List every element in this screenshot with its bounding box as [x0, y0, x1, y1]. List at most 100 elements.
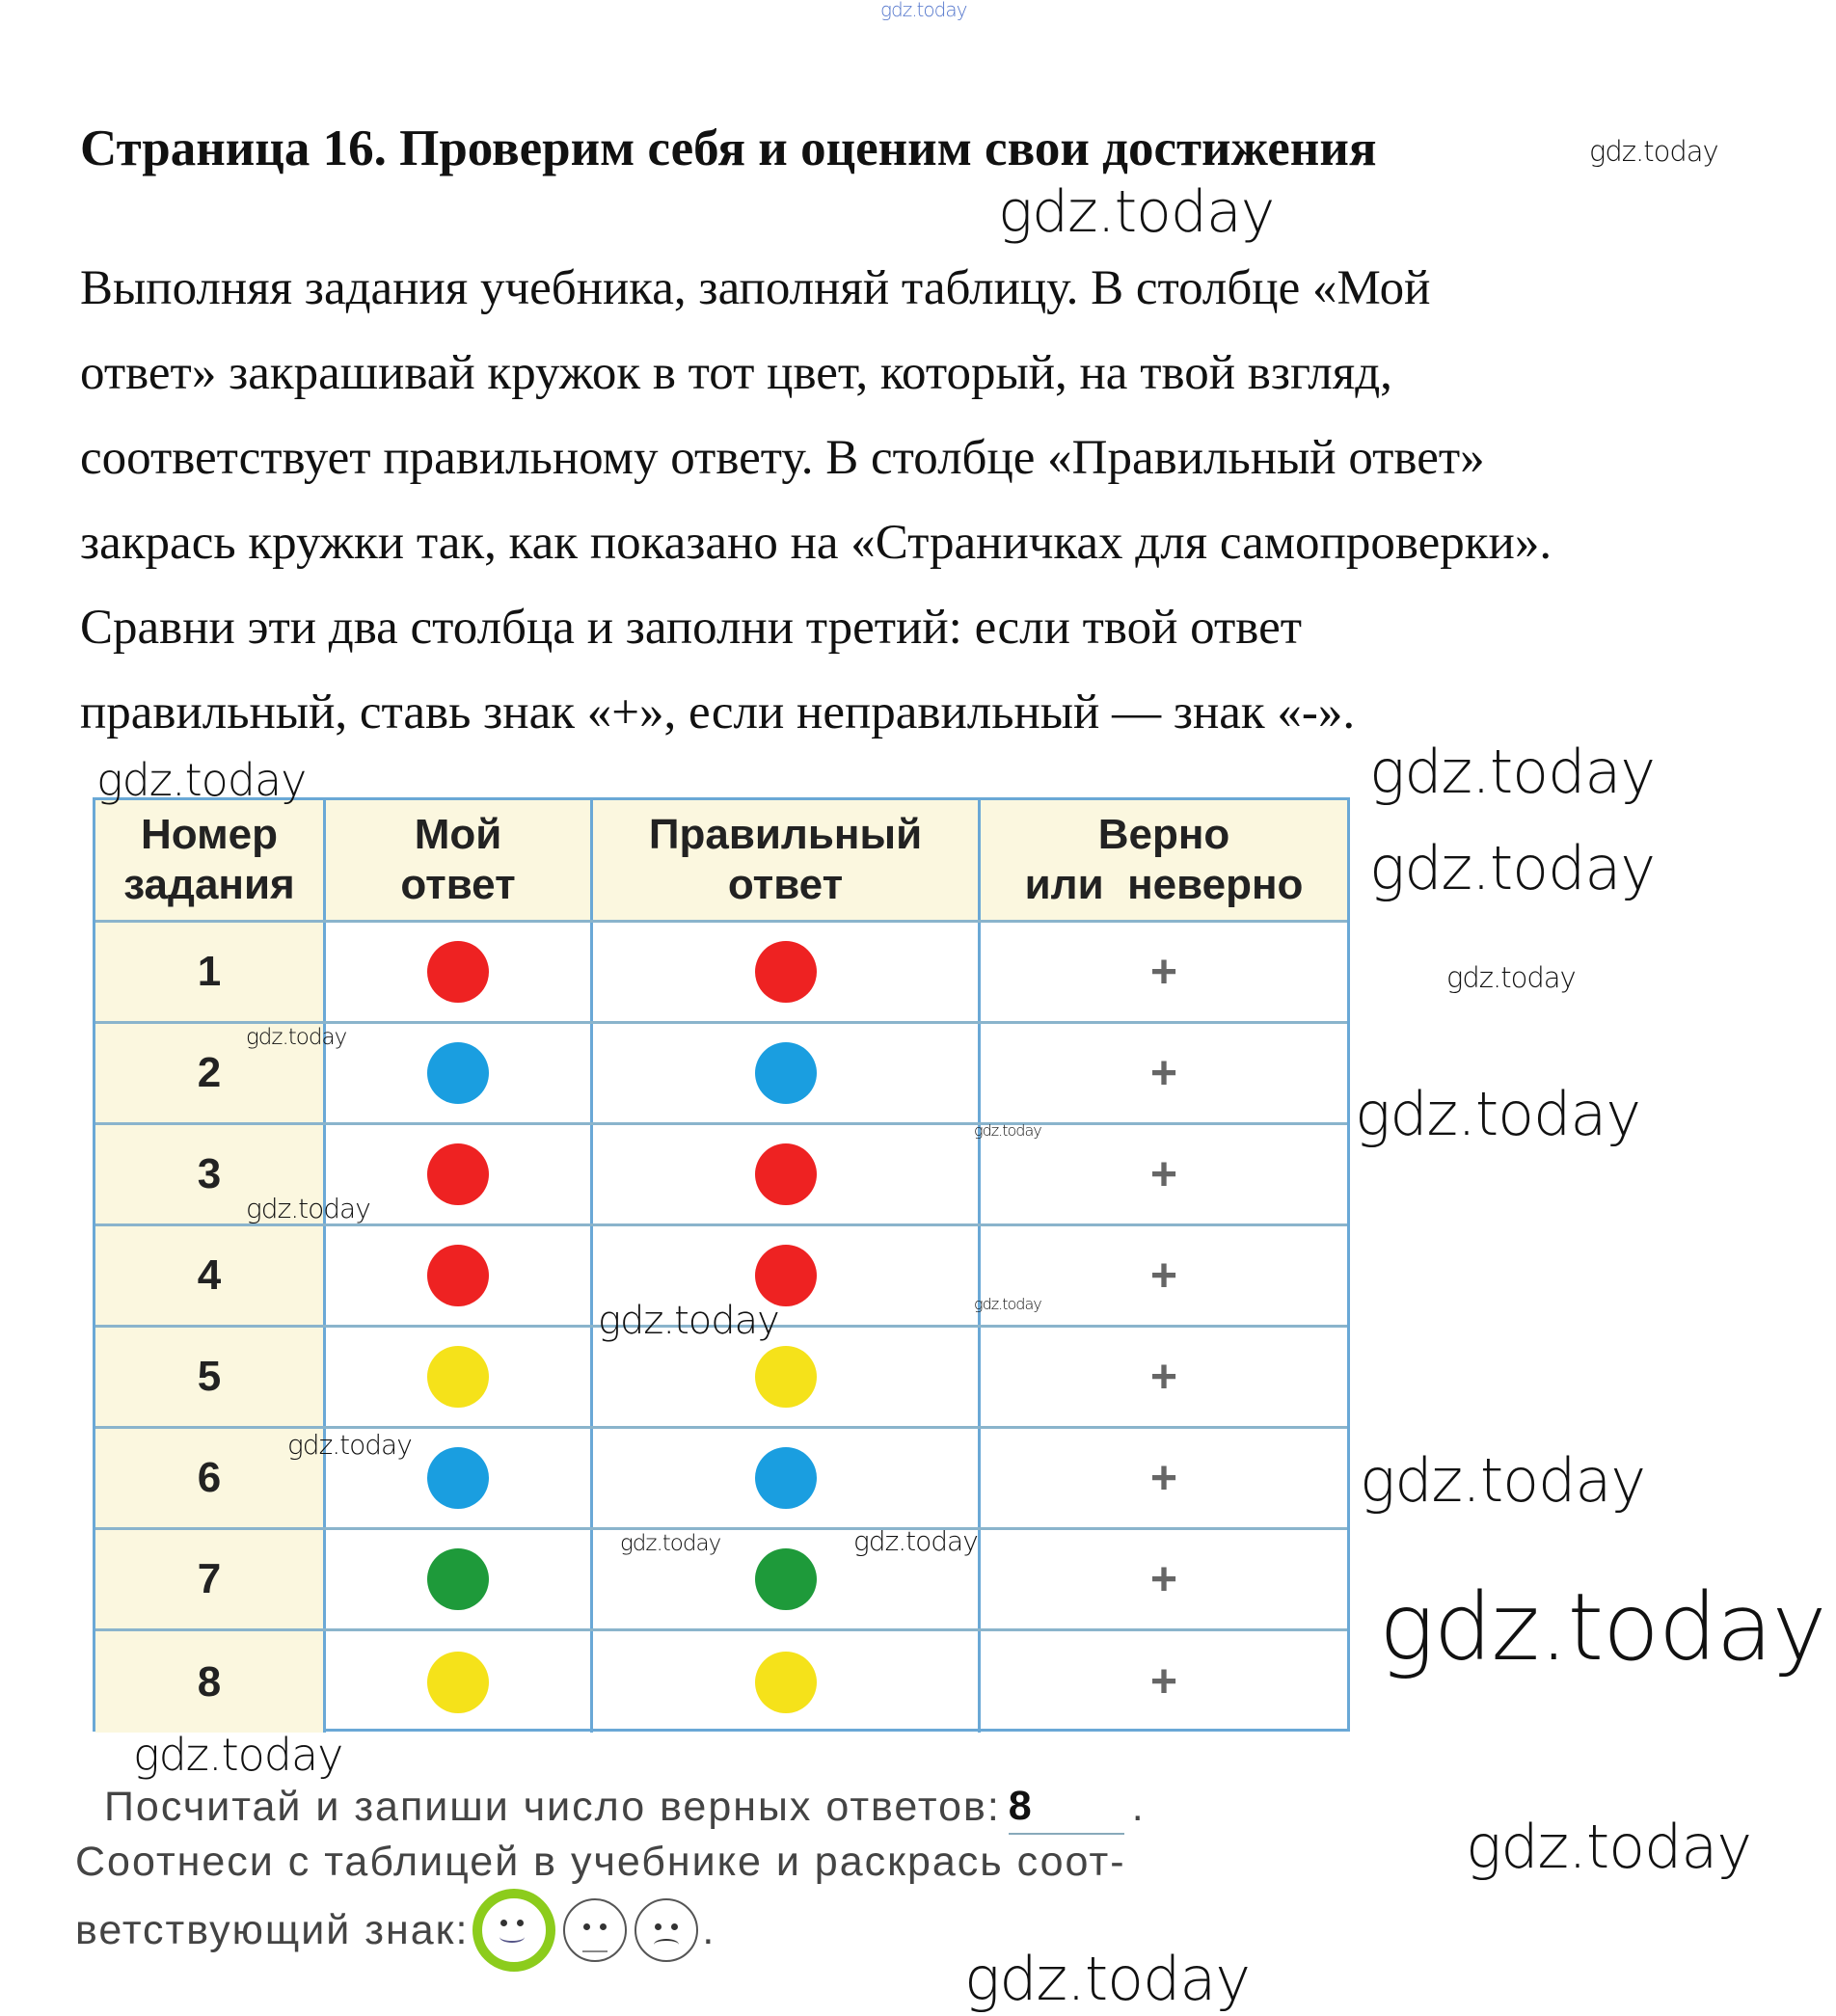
task-number: 1 [197, 948, 222, 995]
sign-prompt: ветствующий знак: [75, 1907, 470, 1953]
column-header: Номер задания [95, 800, 326, 920]
table-row: 5 + [95, 1328, 1347, 1429]
watermark: gdz.today [133, 1729, 343, 1781]
task-number: 7 [197, 1555, 222, 1602]
task-number-cell: 8 [95, 1631, 326, 1733]
task-number-cell: 2 [95, 1024, 326, 1122]
table-row: 7 + [95, 1530, 1347, 1631]
result-cell[interactable]: + [981, 1125, 1347, 1223]
watermark: gdz.today [853, 1525, 979, 1557]
header-row: Номер задания Мой ответ Правильный ответ Ве… [95, 800, 1347, 923]
faces-group [469, 1889, 702, 1972]
task-number: 5 [197, 1353, 222, 1400]
instruction-line: правильный, ставь знак «+», если неправи… [80, 685, 1356, 739]
task-number: 4 [197, 1251, 222, 1299]
correct-answer-circle[interactable] [754, 1346, 817, 1408]
table-row: 2 + [95, 1024, 1347, 1125]
table-row: 8 + [95, 1631, 1347, 1733]
correct-answer-circle[interactable] [754, 1042, 817, 1104]
correct-answer-circle[interactable] [754, 1245, 817, 1306]
result-cell[interactable]: + [981, 923, 1347, 1021]
my-answer-circle[interactable] [427, 1245, 489, 1306]
correct-answer-cell[interactable] [593, 923, 981, 1021]
task-number-cell: 1 [95, 923, 326, 1021]
watermark: gdz.today [1589, 135, 1719, 168]
my-answer-cell[interactable] [326, 1631, 593, 1733]
correct-answer-circle[interactable] [754, 1651, 817, 1713]
my-answer-cell[interactable] [326, 923, 593, 1021]
correct-answer-cell[interactable] [593, 1125, 981, 1223]
result-cell[interactable]: + [981, 1530, 1347, 1628]
sad-icon[interactable] [634, 1898, 699, 1962]
watermark: gdz.today [964, 1944, 1251, 2014]
instruction-line: Сравни эти два столбца и заполни третий:… [80, 601, 1303, 655]
column-header: Правильный ответ [593, 800, 981, 920]
instruction-line: Выполняя задания учебника, заполняй табл… [80, 261, 1431, 315]
table-row: 6 + [95, 1429, 1347, 1530]
watermark: gdz.today [620, 1531, 721, 1556]
correct-answer-cell[interactable] [593, 1328, 981, 1426]
watermark: gdz.today [1379, 1573, 1826, 1681]
correct-answer-cell[interactable] [593, 1530, 981, 1628]
correct-count[interactable]: 8 [1008, 1779, 1124, 1835]
task-number-cell: 3 [95, 1125, 326, 1223]
correct-answer-circle[interactable] [754, 941, 817, 1003]
table-row: 1 + [95, 923, 1347, 1024]
my-answer-circle[interactable] [427, 941, 489, 1003]
column-header: Верно или неверно [981, 800, 1347, 920]
instruction-line: закрась кружки так, как показано на «Стр… [80, 516, 1552, 570]
result-cell[interactable]: + [981, 1226, 1347, 1325]
correct-answer-circle[interactable] [754, 1548, 817, 1610]
my-answer-cell[interactable] [326, 1530, 593, 1628]
watermark: gdz.today [998, 178, 1275, 246]
task-number: 8 [197, 1657, 222, 1706]
watermark: gdz.today [287, 1429, 413, 1461]
task-number: 2 [197, 1049, 222, 1096]
correct-answer-circle[interactable] [754, 1143, 817, 1205]
correct-answer-circle[interactable] [754, 1447, 817, 1509]
result-cell[interactable]: + [981, 1328, 1347, 1426]
result-mark: + [1149, 1148, 1178, 1200]
watermark: gdz.today [1369, 833, 1656, 903]
watermark: gdz.today [974, 1295, 1042, 1313]
watermark: gdz.today [598, 1299, 780, 1343]
my-answer-cell[interactable] [326, 1328, 593, 1426]
watermark: gdz.today [1446, 961, 1577, 994]
my-answer-cell[interactable] [326, 1125, 593, 1223]
correct-answer-cell[interactable] [593, 1226, 981, 1325]
my-answer-circle[interactable] [427, 1651, 489, 1713]
my-answer-circle[interactable] [427, 1447, 489, 1509]
task-number-cell: 7 [95, 1530, 326, 1628]
result-cell[interactable]: + [981, 1024, 1347, 1122]
my-answer-circle[interactable] [427, 1548, 489, 1610]
my-answer-cell[interactable] [326, 1024, 593, 1122]
watermark: gdz.today [246, 1193, 371, 1224]
watermark: gdz.today [1369, 737, 1656, 807]
watermark: gdz.today [1466, 1812, 1752, 1882]
my-answer-circle[interactable] [427, 1042, 489, 1104]
result-cell[interactable]: + [981, 1429, 1347, 1527]
result-mark: + [1149, 1047, 1178, 1099]
table-row: 4 + [95, 1226, 1347, 1328]
smile-icon[interactable] [472, 1889, 556, 1972]
correct-answer-cell[interactable] [593, 1429, 981, 1527]
correct-answer-cell[interactable] [593, 1631, 981, 1733]
table-row: 3 + [95, 1125, 1347, 1226]
my-answer-circle[interactable] [427, 1143, 489, 1205]
task-number-cell: 5 [95, 1328, 326, 1426]
result-mark: + [1149, 946, 1178, 998]
my-answer-cell[interactable] [326, 1226, 593, 1325]
neutral-icon[interactable] [563, 1898, 628, 1962]
task-number: 6 [197, 1454, 222, 1501]
self-check-table: Номер задания Мой ответ Правильный ответ Ве… [93, 797, 1350, 1733]
watermark: gdz.today [880, 0, 967, 21]
my-answer-cell[interactable] [326, 1429, 593, 1527]
my-answer-circle[interactable] [427, 1346, 489, 1408]
result-cell[interactable]: + [981, 1631, 1347, 1733]
instruction-line: соответствует правильному ответу. В стол… [80, 431, 1485, 485]
page-title: Страница 16. Проверим себя и оценим свои… [80, 121, 1377, 176]
count-prompt: Посчитай и запиши число верных ответов: [104, 1784, 1001, 1830]
watermark: gdz.today [246, 1025, 347, 1050]
correct-answer-cell[interactable] [593, 1024, 981, 1122]
result-mark: + [1149, 1250, 1178, 1302]
